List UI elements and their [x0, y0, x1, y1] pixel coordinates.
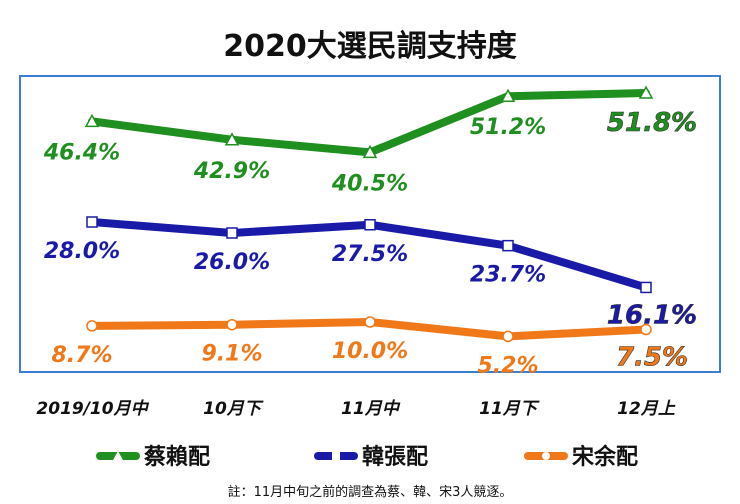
data-label: 28.0%: [44, 239, 120, 264]
data-point: [226, 227, 238, 239]
data-label: 16.1%: [607, 300, 697, 330]
series-1: 46.4% 42.9% 40.5% 51.2% 51.8%: [43, 85, 697, 196]
data-label: 10.0%: [332, 339, 408, 364]
x-tick-layer: 2019/10月中 10月下 11月中 11月下 12月上: [36, 399, 675, 419]
x-tick-label: 11月中: [341, 399, 401, 419]
legend: 蔡賴配 韓張配 宋余配: [96, 444, 638, 470]
data-label: 27.5%: [332, 242, 408, 267]
data-point: [502, 239, 514, 252]
data-label: 51.8%: [607, 108, 697, 138]
data-point: [226, 318, 238, 331]
data-label: 5.2%: [477, 353, 538, 378]
data-point: [84, 113, 100, 128]
data-label: 40.5%: [331, 171, 408, 196]
data-label: 8.7%: [51, 343, 112, 368]
x-tick-label: 2019/10月中: [36, 399, 149, 419]
data-label: 9.1%: [201, 342, 262, 367]
data-label: 23.7%: [470, 263, 546, 288]
x-tick-label: 12月上: [617, 399, 676, 419]
data-point: [500, 88, 516, 102]
series-layer: 46.4% 42.9% 40.5% 51.2% 51.8% 28.0% 26.0% 27.5%…: [43, 85, 697, 378]
data-point: [364, 219, 376, 231]
legend-marker: [542, 452, 550, 460]
data-label: 46.4%: [43, 140, 120, 165]
legend-item: 韓張配: [314, 444, 428, 470]
data-label: 51.2%: [470, 115, 546, 140]
chart-title: 2020大選民調支持度: [223, 29, 517, 64]
data-label: 26.0%: [194, 250, 270, 275]
x-tick-label: 10月下: [203, 399, 264, 419]
legend-item: 蔡賴配: [96, 444, 210, 470]
series-3: 8.7% 9.1% 10.0% 5.2% 7.5%: [51, 316, 688, 378]
legend-label: 蔡賴配: [143, 444, 210, 470]
data-point: [86, 216, 98, 228]
plot-frame: [19, 75, 721, 373]
data-point: [364, 316, 376, 328]
data-point: [640, 281, 652, 294]
series-line: [88, 89, 650, 157]
data-point: [502, 330, 514, 343]
data-point: [638, 85, 654, 99]
series-2: 28.0% 26.0% 27.5% 23.7% 16.1%: [44, 216, 697, 331]
legend-marker: [332, 452, 340, 460]
legend-marker: [113, 451, 123, 460]
data-point: [362, 144, 378, 159]
data-point: [224, 132, 240, 146]
data-label: 7.5%: [616, 343, 688, 373]
data-label: 42.9%: [193, 159, 270, 184]
chart-note: 註：11月中旬之前的調查為蔡、韓、宋3人競逐。: [228, 484, 513, 500]
data-point: [640, 323, 652, 336]
x-tick-label: 11月下: [479, 399, 540, 419]
data-point: [86, 320, 98, 332]
legend-label: 韓張配: [362, 444, 428, 470]
legend-label: 宋余配: [572, 444, 638, 470]
legend-item: 宋余配: [524, 444, 638, 470]
